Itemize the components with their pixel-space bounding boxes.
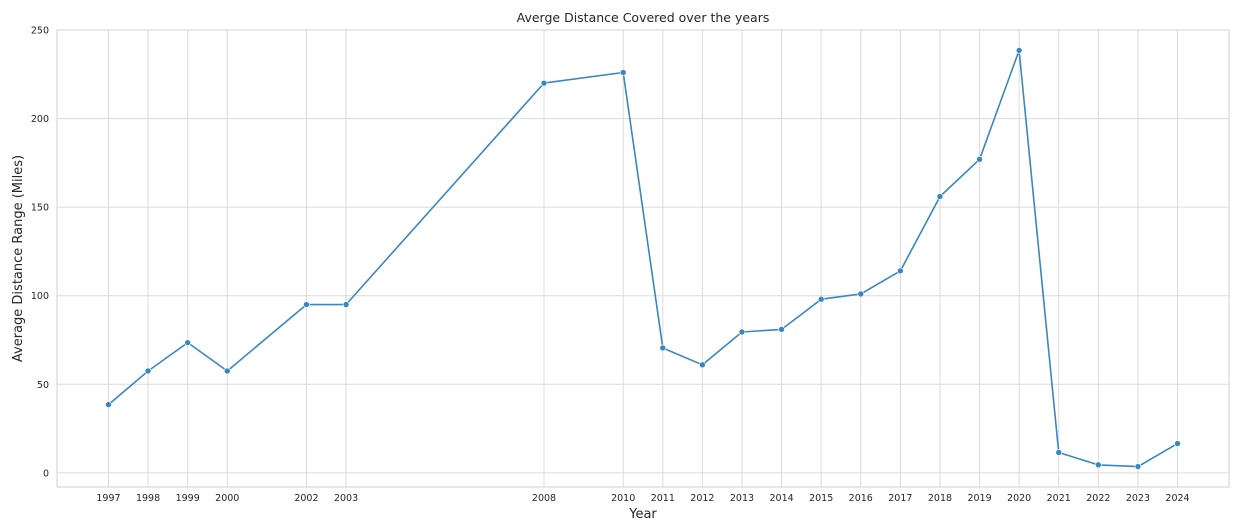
chart-title: Averge Distance Covered over the years xyxy=(517,10,770,25)
x-tick-label: 2021 xyxy=(1047,493,1071,504)
x-tick-label: 2003 xyxy=(334,493,358,504)
y-tick-label: 200 xyxy=(31,114,49,125)
plot-area-frame xyxy=(56,29,1230,488)
y-tick-label: 0 xyxy=(43,468,49,479)
x-tick-label: 2024 xyxy=(1165,493,1189,504)
x-tick-label: 2020 xyxy=(1007,493,1031,504)
x-tick-label: 2013 xyxy=(730,493,754,504)
y-tick-label: 150 xyxy=(31,203,49,214)
data-point xyxy=(817,295,825,303)
x-tick-label: 2022 xyxy=(1086,493,1110,504)
x-tick-label: 2017 xyxy=(888,493,912,504)
data-point xyxy=(976,156,983,163)
series-line xyxy=(107,49,1178,468)
data-point xyxy=(342,301,350,308)
y-tick-label: 50 xyxy=(37,380,49,391)
y-tick-label: 100 xyxy=(31,291,49,302)
data-point xyxy=(105,401,112,408)
data-point xyxy=(857,290,865,298)
x-tick-label: 2008 xyxy=(532,493,556,504)
series-layer xyxy=(105,47,1181,470)
data-point xyxy=(1015,47,1023,54)
y-axis-ticks: 0 50 100 150 200 250 xyxy=(31,26,49,480)
data-point xyxy=(738,328,746,336)
data-point xyxy=(540,79,548,87)
x-tick-label: 2002 xyxy=(294,493,318,504)
data-point xyxy=(897,267,904,275)
y-axis-label: Average Distance Range (Miles) xyxy=(11,155,26,362)
data-point xyxy=(778,326,785,333)
x-tick-label: 2010 xyxy=(611,493,635,504)
y-tick-label: 250 xyxy=(31,26,49,37)
x-tick-label: 1998 xyxy=(136,493,160,504)
data-point xyxy=(1055,449,1063,456)
x-tick-label: 1999 xyxy=(176,493,200,504)
x-tick-label: 1997 xyxy=(96,493,120,504)
x-tick-label: 2014 xyxy=(769,493,793,504)
data-point xyxy=(699,361,706,369)
data-point xyxy=(223,367,231,375)
x-tick-label: 2011 xyxy=(651,493,675,504)
data-point xyxy=(1174,440,1181,447)
data-point xyxy=(659,344,667,352)
x-tick-label: 2018 xyxy=(928,493,952,504)
data-point xyxy=(1134,463,1142,470)
x-tick-label: 2012 xyxy=(690,493,714,504)
x-tick-label: 2000 xyxy=(215,493,239,504)
data-point xyxy=(936,193,944,200)
data-point xyxy=(1095,461,1102,469)
x-tick-label: 2023 xyxy=(1126,493,1150,504)
data-point xyxy=(184,339,191,346)
x-tick-label: 2016 xyxy=(849,493,873,504)
x-tick-label: 2015 xyxy=(809,493,833,504)
x-axis-ticks: 1997 1998 1999 2000 2002 2003 2008 2010 2011 2012… xyxy=(96,493,1189,504)
x-axis-label: Year xyxy=(628,507,657,522)
data-point xyxy=(619,69,627,76)
x-tick-label: 2019 xyxy=(967,493,991,504)
data-point xyxy=(303,301,310,308)
data-point xyxy=(144,367,152,375)
